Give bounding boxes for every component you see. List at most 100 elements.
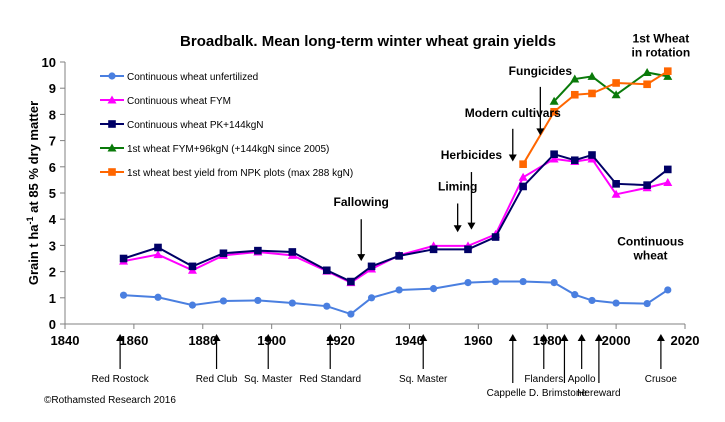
data-point-s4 [643,80,651,89]
variety-label: Apollo [568,374,596,385]
data-point-s4 [663,67,672,75]
data-point-s3 [587,71,597,80]
y-axis-label-sup: -1 [25,216,35,224]
variety-arrow-head [264,334,273,341]
data-point-s0 [154,293,162,301]
data-point-s0 [119,291,128,299]
data-point-s0 [254,296,262,305]
variety-arrow-head [419,334,428,341]
variety-arrow-head [212,334,221,341]
data-point-s4 [519,160,527,168]
data-point-s2 [395,252,403,260]
data-point-s2 [612,180,620,188]
event-arrow-head [357,254,366,262]
x-tick-label: 1960 [464,333,493,348]
x-tick-label: 1940 [395,333,424,348]
legend-swatch-marker [107,143,117,152]
data-point-s0 [188,301,197,309]
variety-label: Sq. Master [399,374,448,385]
data-point-s3 [570,74,580,83]
x-tick-label: 1860 [119,333,148,348]
data-point-s3 [549,96,559,105]
event-label: Fungicides [509,64,573,78]
x-tick-label: 1920 [326,333,355,348]
legend-label: Continuous wheat unfertilized [127,72,258,83]
data-point-s4 [570,90,579,99]
variety-label: Red Club [196,374,238,385]
data-point-s1 [518,172,528,181]
variety-label: Red Standard [299,374,361,385]
data-point-s2 [550,150,558,159]
data-point-s2 [288,248,297,256]
data-point-s1 [549,154,559,163]
data-point-s3 [663,71,673,80]
data-point-s0 [612,299,620,307]
y-axis-label-rest: at 85 % dry matter [26,101,41,217]
data-point-s4 [550,107,558,116]
variety-arrow-head [326,334,335,341]
legend-swatch-marker [108,168,116,176]
data-point-s2 [643,181,651,189]
y-tick-label: 10 [42,55,56,70]
data-point-s2 [219,249,228,258]
series-annotation: Continuous [617,234,684,248]
series-line-0 [123,280,669,316]
data-point-s0 [395,286,403,294]
data-point-s0 [347,310,355,318]
legend-label: 1st wheat FYM+96kgN (+144kgN since 2005) [127,144,329,155]
series-line-1 [123,157,669,284]
variety-arrow-head [508,334,517,341]
data-point-s2 [119,254,128,263]
event-arrow-head [453,225,462,233]
variety-arrow-head [560,334,569,341]
data-point-s1 [663,178,673,187]
legend-swatch-marker [108,120,116,128]
legend-swatch-marker [108,72,116,80]
x-tick-label: 2020 [671,333,700,348]
copyright-text: ©Rothamsted Research 2016 [44,395,176,406]
event-label: Herbicides [441,148,503,162]
data-point-s4 [588,89,596,98]
data-point-s4 [612,79,620,87]
variety-label: Cappelle D. [487,388,539,399]
variety-arrow-head [116,334,125,341]
data-point-s0 [429,285,438,293]
variety-arrow-head [539,334,548,341]
data-point-s0 [643,299,651,308]
x-tick-label: 1880 [188,333,217,348]
variety-label: Sq. Master [244,374,293,385]
x-tick-label: 1840 [51,333,80,348]
data-point-s2 [588,151,596,159]
variety-arrow-head [656,334,665,341]
data-point-s0 [288,299,296,307]
event-arrow-head [508,154,517,162]
y-tick-label: 6 [49,160,56,175]
legend-label: 1st wheat best yield from NPK plots (max… [127,168,353,179]
data-point-s2 [464,245,472,254]
data-point-s0 [367,294,376,302]
event-arrow-head [536,128,545,136]
y-axis-label: Grain t ha-1 at 85 % dry matter [25,101,41,285]
y-tick-label: 5 [49,186,56,201]
y-tick-label: 3 [49,238,56,253]
variety-arrow-head [594,334,603,341]
data-point-s0 [664,286,672,294]
series-annotation: in rotation [632,45,691,59]
event-label: Modern cultivars [465,106,561,120]
event-label: Liming [438,179,477,193]
y-tick-label: 1 [49,291,56,306]
data-point-s0 [464,279,472,287]
variety-label: Red Rostock [91,374,149,385]
data-point-s2 [154,243,162,252]
variety-arrow-head [577,334,586,341]
data-point-s2 [429,245,438,254]
data-point-s1 [611,189,621,198]
series-annotation: 1st Wheat [633,31,690,45]
event-arrow-head [467,222,476,230]
data-point-s2 [663,165,672,174]
legend-label: Continuous wheat FYM [127,96,231,107]
data-point-s0 [519,277,527,286]
data-point-s3 [611,90,621,99]
data-point-s0 [550,279,558,287]
